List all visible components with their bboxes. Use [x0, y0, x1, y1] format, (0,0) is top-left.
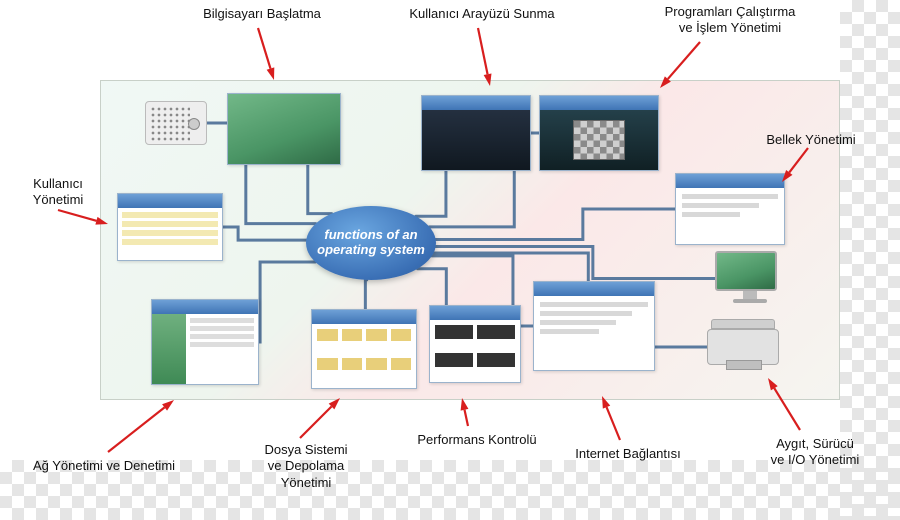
label-device: Aygıt, Sürücü ve I/O Yönetimi	[740, 436, 890, 469]
printer-icon	[707, 319, 779, 375]
label-programs: Programları Çalıştırma ve İşlem Yönetimi	[620, 4, 840, 37]
hub-text: functions of an operating system	[306, 228, 436, 258]
monitor-icon	[715, 251, 785, 306]
label-filesystem: Dosya Sistemi ve Depolama Yönetimi	[236, 442, 376, 491]
node-memory	[675, 173, 785, 245]
label-boot: Bilgisayarı Başlatma	[172, 6, 352, 22]
label-ui: Kullanıcı Arayüzü Sunma	[382, 6, 582, 22]
label-network: Ağ Yönetimi ve Denetimi	[4, 458, 204, 474]
label-internet: Internet Bağlantısı	[548, 446, 708, 462]
node-filesystem	[311, 309, 417, 389]
node-internet	[533, 281, 655, 371]
node-programs	[539, 95, 659, 171]
hardware-box-icon	[145, 101, 207, 145]
label-users: Kullanıcı Yönetimi	[18, 176, 98, 209]
label-memory: Bellek Yönetimi	[736, 132, 886, 148]
hub-ellipse: functions of an operating system	[306, 206, 436, 280]
node-boot	[227, 93, 341, 165]
node-perf	[429, 305, 521, 383]
node-ui	[421, 95, 531, 171]
label-perf: Performans Kontrolü	[392, 432, 562, 448]
node-users	[117, 193, 223, 261]
node-network	[151, 299, 259, 385]
diagram-panel: functions of an operating system	[100, 80, 840, 400]
